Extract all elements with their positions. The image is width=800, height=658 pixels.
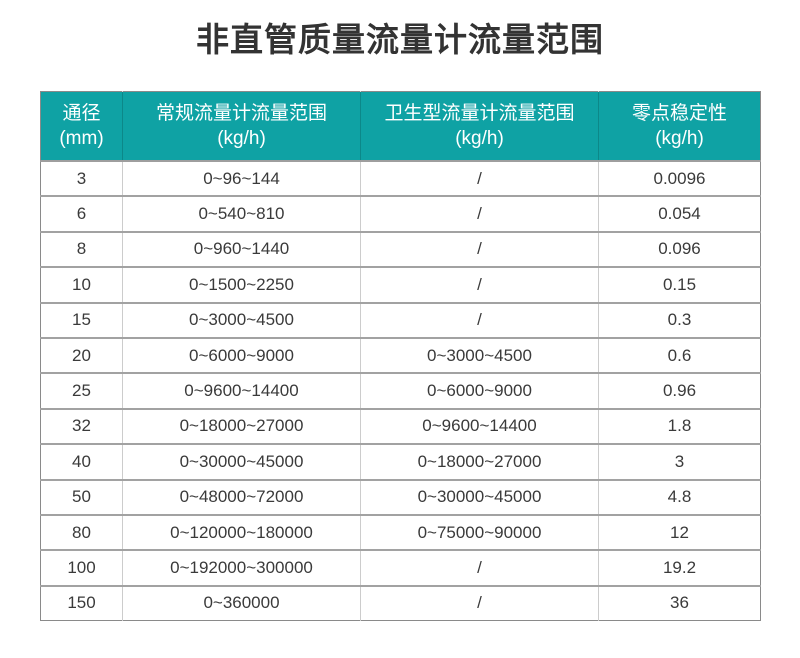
table-cell: 0.3	[598, 301, 761, 338]
header-sanitary-flow-range: 卫生型流量计流量范围 (kg/h)	[360, 91, 599, 162]
table-row: 150 0~360000/36	[40, 584, 761, 621]
table-cell: 0.15	[598, 266, 761, 303]
table-header-row: 通径 (mm) 常规流量计流量范围 (kg/h) 卫生型流量计流量范围 (kg/…	[40, 91, 761, 162]
table-cell: 0~540~810	[122, 195, 361, 232]
table-cell: 0~30000~45000	[122, 443, 361, 480]
table-cell: 1.8	[598, 407, 761, 445]
table-cell: /	[360, 195, 599, 232]
header-regular-flow-range: 常规流量计流量范围 (kg/h)	[122, 91, 361, 162]
table-row: 100 0~192000~300000/19.2	[40, 549, 761, 586]
header-zero-stability: 零点稳定性 (kg/h)	[598, 91, 761, 162]
table-header: 通径 (mm) 常规流量计流量范围 (kg/h) 卫生型流量计流量范围 (kg/…	[40, 91, 761, 162]
table-cell: 0~48000~72000	[122, 478, 361, 515]
flow-range-table: 通径 (mm) 常规流量计流量范围 (kg/h) 卫生型流量计流量范围 (kg/…	[40, 91, 761, 622]
table-body: 3 0~96~144/0.0096 6 0~540~810/0.054 8 0~960~1…	[40, 161, 761, 621]
table-cell: 0~1500~2250	[122, 266, 361, 303]
table-cell: 0.0096	[598, 161, 761, 197]
table-cell: 6	[40, 195, 123, 232]
table-cell: 36	[598, 584, 761, 621]
header-sanitary-flow-range-unit: (kg/h)	[455, 128, 504, 149]
table-cell: 0~192000~300000	[122, 549, 361, 586]
table-cell: 150	[40, 584, 123, 621]
table-cell: 0~120000~180000	[122, 513, 361, 551]
table-cell: 10	[40, 266, 123, 303]
table-cell: 0~6000~9000	[122, 336, 361, 374]
header-diameter-unit: (mm)	[59, 128, 104, 149]
table-row: 32 0~18000~27000 0~9600~14400 1.8	[40, 407, 761, 445]
table-cell: 25	[40, 372, 123, 409]
header-regular-flow-range-label: 常规流量计流量范围	[155, 103, 327, 124]
table-cell: /	[360, 301, 599, 338]
table-cell: 0~3000~4500	[360, 336, 599, 374]
table-row: 15 0~3000~4500/0.3	[40, 301, 761, 338]
table-cell: /	[360, 549, 599, 586]
table-cell: /	[360, 230, 599, 268]
table-row: 80 0~120000~180000 0~75000~90000 12	[40, 513, 761, 551]
table-cell: 40	[40, 443, 123, 480]
table-cell: 80	[40, 513, 123, 551]
table-cell: 0~9600~14400	[122, 372, 361, 409]
table-cell: 0.054	[598, 195, 761, 232]
table-row: 40 0~30000~45000 0~18000~27000 3	[40, 443, 761, 480]
table-cell: 0.96	[598, 372, 761, 409]
table-cell: 0~3000~4500	[122, 301, 361, 338]
table-cell: 50	[40, 478, 123, 515]
table-cell: 0~360000	[122, 584, 361, 621]
header-regular-flow-range-unit: (kg/h)	[217, 128, 266, 149]
table-row: 20 0~6000~9000 0~3000~4500 0.6	[40, 336, 761, 374]
table-row: 3 0~96~144/0.0096	[40, 161, 761, 197]
table-cell: 20	[40, 336, 123, 374]
table-cell: 12	[598, 513, 761, 551]
table-cell: 4.8	[598, 478, 761, 515]
table-cell: /	[360, 584, 599, 621]
table-cell: 8	[40, 230, 123, 268]
table-row: 50 0~48000~72000 0~30000~45000 4.8	[40, 478, 761, 515]
header-zero-stability-unit: (kg/h)	[655, 128, 704, 149]
table-cell: 0~75000~90000	[360, 513, 599, 551]
table-cell: 0~30000~45000	[360, 478, 599, 515]
table-cell: 0~18000~27000	[360, 443, 599, 480]
header-diameter: 通径 (mm)	[40, 91, 123, 162]
flow-range-table-container: 通径 (mm) 常规流量计流量范围 (kg/h) 卫生型流量计流量范围 (kg/…	[40, 91, 761, 622]
table-cell: 0~960~1440	[122, 230, 361, 268]
table-cell: 0~6000~9000	[360, 372, 599, 409]
table-cell: 0~18000~27000	[122, 407, 361, 445]
table-cell: /	[360, 266, 599, 303]
table-cell: 0~9600~14400	[360, 407, 599, 445]
table-cell: /	[360, 161, 599, 197]
table-cell: 100	[40, 549, 123, 586]
table-cell: 19.2	[598, 549, 761, 586]
table-cell: 0.6	[598, 336, 761, 374]
table-cell: 0.096	[598, 230, 761, 268]
table-cell: 0~96~144	[122, 161, 361, 197]
table-row: 6 0~540~810/0.054	[40, 195, 761, 232]
page-title: 非直管质量流量计流量范围	[196, 21, 604, 58]
table-cell: 32	[40, 407, 123, 445]
table-row: 25 0~9600~14400 0~6000~9000 0.96	[40, 372, 761, 409]
table-row: 10 0~1500~2250/0.15	[40, 266, 761, 303]
table-cell: 15	[40, 301, 123, 338]
table-cell: 3	[598, 443, 761, 480]
header-diameter-label: 通径	[62, 103, 101, 124]
header-sanitary-flow-range-label: 卫生型流量计流量范围	[384, 103, 575, 124]
header-zero-stability-label: 零点稳定性	[631, 103, 727, 124]
table-row: 8 0~960~1440/0.096	[40, 230, 761, 268]
table-cell: 3	[40, 161, 123, 197]
